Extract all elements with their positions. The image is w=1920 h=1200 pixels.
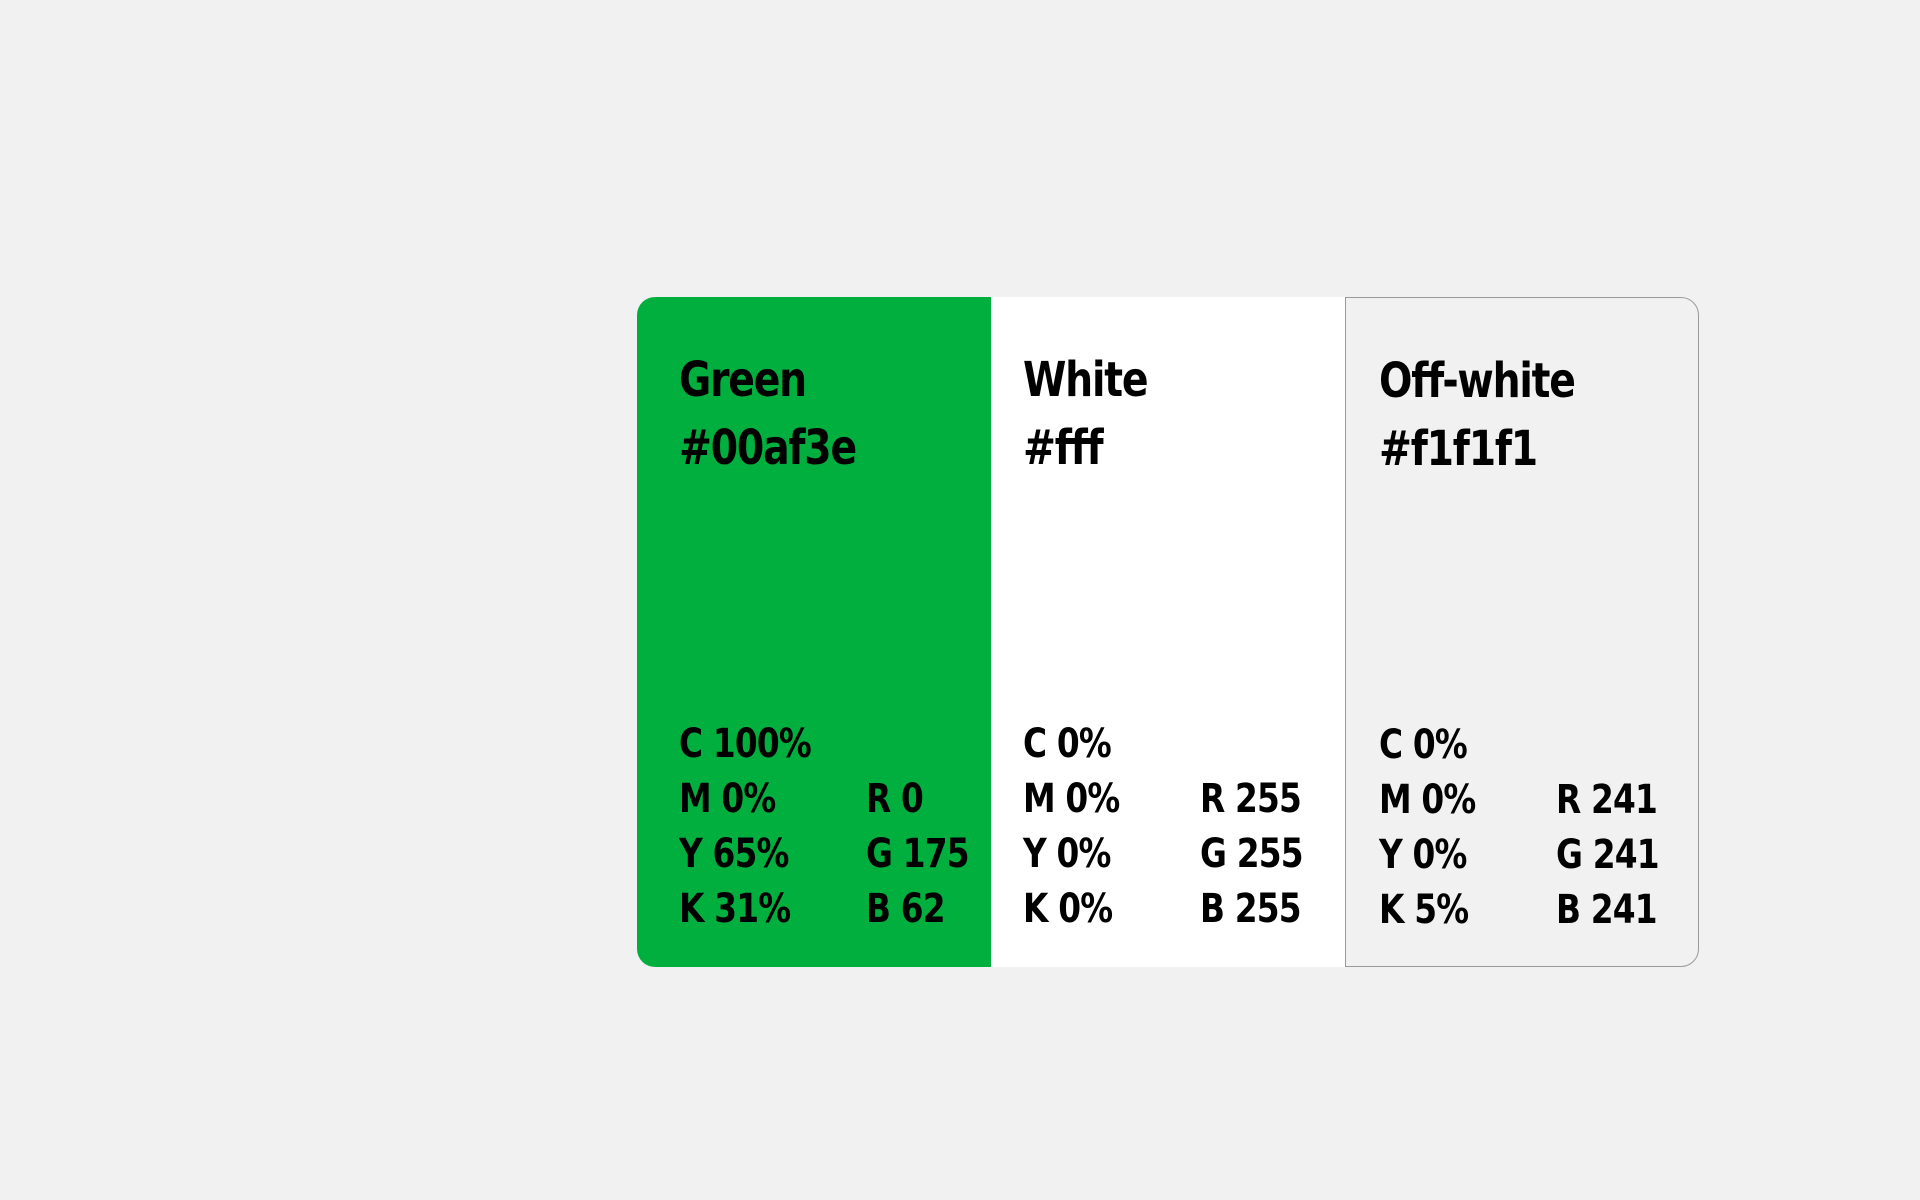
swatch-name: Green xyxy=(679,352,807,408)
cmyk-c: C 100% xyxy=(679,721,812,767)
rgb-r: R 241 xyxy=(1556,777,1658,823)
cmyk-values: C 0% M 0% Y 0% K 5% xyxy=(1379,718,1476,938)
swatch-green: Green #00af3e C 100% M 0% Y 65% K 31% R … xyxy=(637,297,991,967)
rgb-b: B 255 xyxy=(1200,886,1302,932)
rgb-values: R 255 G 255 B 255 xyxy=(1200,772,1304,937)
rgb-values: R 241 G 241 B 241 xyxy=(1556,773,1660,938)
cmyk-k: K 5% xyxy=(1379,887,1469,933)
rgb-g: G 255 xyxy=(1200,831,1304,877)
rgb-b: B 241 xyxy=(1556,887,1658,933)
swatch-hex: #00af3e xyxy=(679,420,857,476)
swatch-name: White xyxy=(1023,352,1149,408)
rgb-g: G 241 xyxy=(1556,832,1660,878)
cmyk-y: Y 0% xyxy=(1379,832,1467,878)
swatch-hex: #f1f1f1 xyxy=(1379,421,1538,477)
swatch-off-white: Off-white #f1f1f1 C 0% M 0% Y 0% K 5% R … xyxy=(1345,297,1699,967)
cmyk-values: C 0% M 0% Y 0% K 0% xyxy=(1023,717,1120,937)
rgb-g: G 175 xyxy=(866,831,970,877)
rgb-r: R 0 xyxy=(866,776,924,822)
color-palette: Green #00af3e C 100% M 0% Y 65% K 31% R … xyxy=(637,297,1699,967)
cmyk-k: K 0% xyxy=(1023,886,1113,932)
cmyk-m: M 0% xyxy=(679,776,776,822)
cmyk-k: K 31% xyxy=(679,886,791,932)
cmyk-m: M 0% xyxy=(1023,776,1120,822)
cmyk-m: M 0% xyxy=(1379,777,1476,823)
cmyk-c: C 0% xyxy=(1023,721,1112,767)
rgb-r: R 255 xyxy=(1200,776,1302,822)
cmyk-y: Y 65% xyxy=(679,831,789,877)
swatch-white: White #fff C 0% M 0% Y 0% K 0% R 255 G 2… xyxy=(991,297,1345,967)
swatch-name: Off-white xyxy=(1379,353,1576,409)
rgb-values: R 0 G 175 B 62 xyxy=(866,772,970,937)
cmyk-values: C 100% M 0% Y 65% K 31% xyxy=(679,717,812,937)
cmyk-y: Y 0% xyxy=(1023,831,1111,877)
rgb-b: B 62 xyxy=(866,886,946,932)
swatch-hex: #fff xyxy=(1023,420,1104,476)
cmyk-c: C 0% xyxy=(1379,722,1468,768)
